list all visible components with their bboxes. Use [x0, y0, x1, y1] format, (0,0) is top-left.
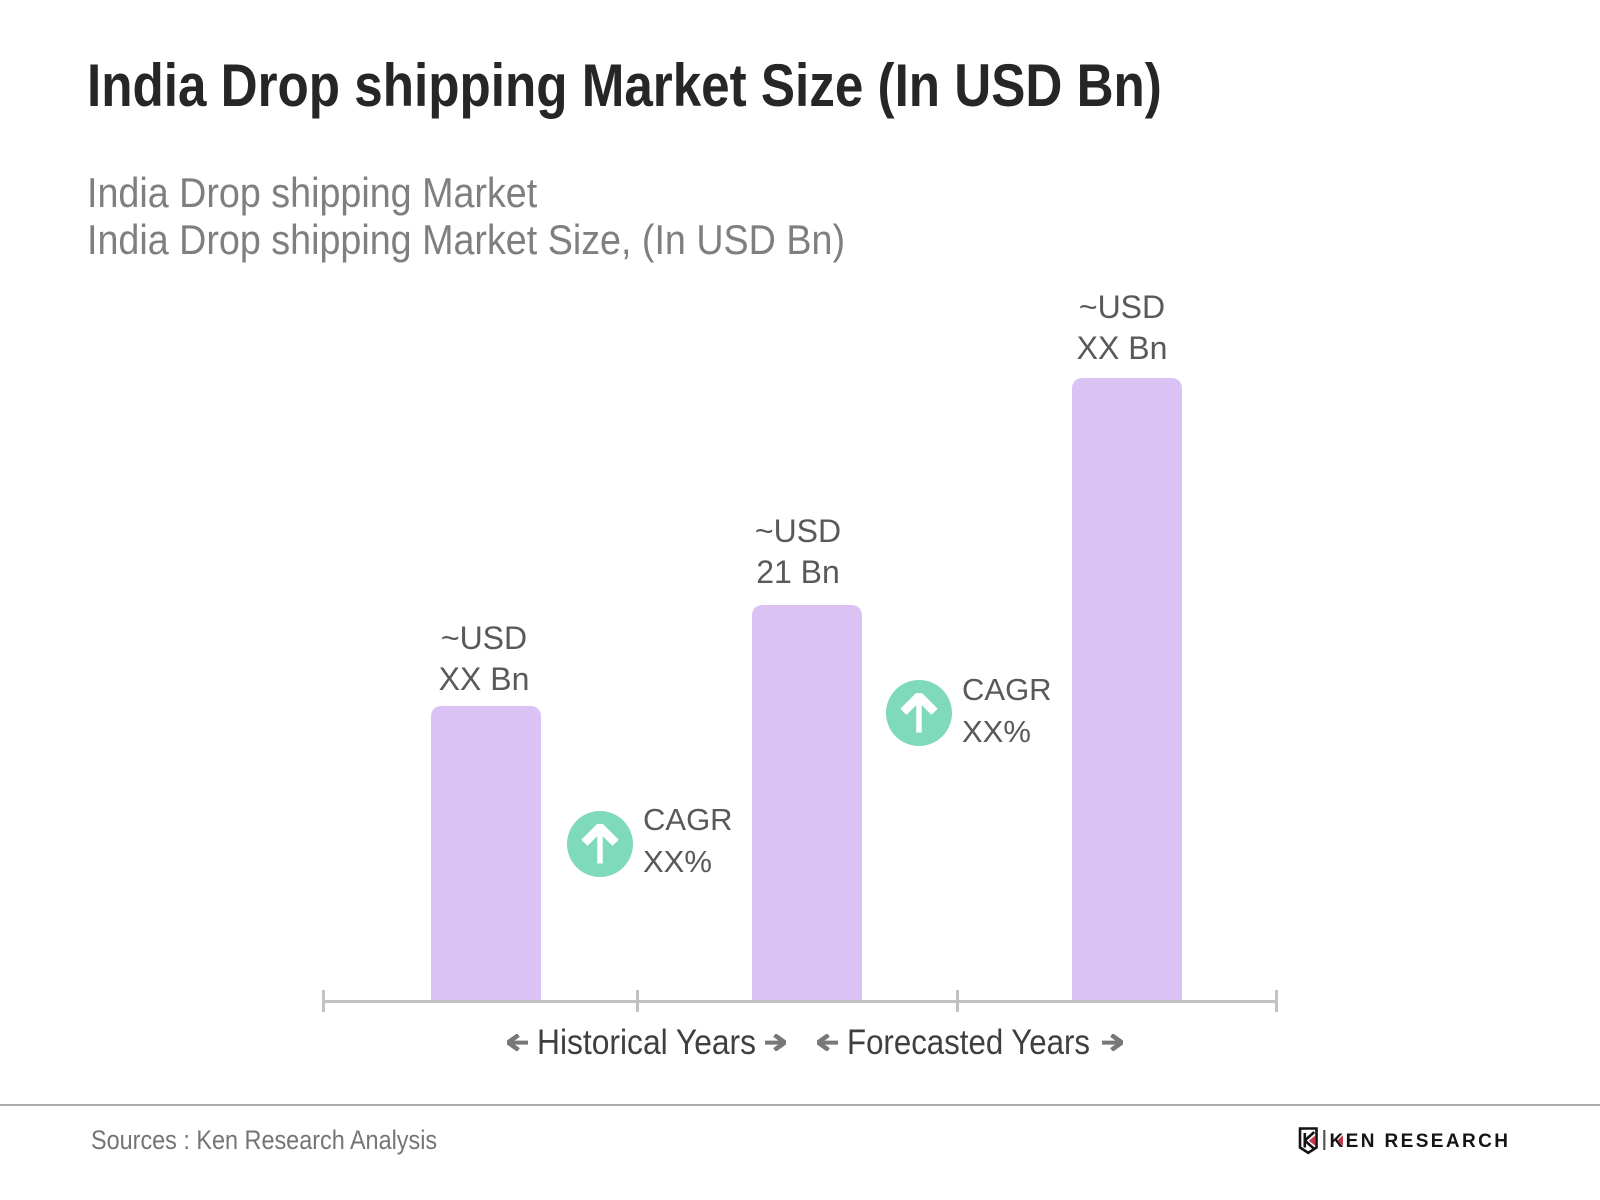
svg-text:KEN RESEARCH: KEN RESEARCH — [1330, 1131, 1511, 1152]
